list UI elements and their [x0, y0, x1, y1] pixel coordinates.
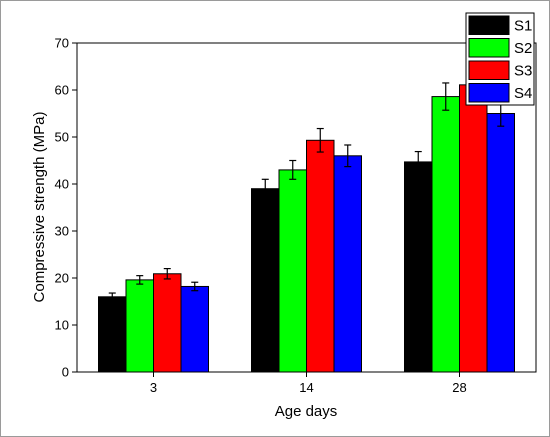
x-tick-label: 28 [452, 380, 466, 395]
error-bar-s2-3 [136, 275, 144, 285]
y-tick-label: 60 [55, 83, 69, 98]
bar-s1-28 [404, 161, 433, 373]
legend-label: S4 [514, 85, 532, 102]
y-tick-label: 30 [55, 224, 69, 239]
bar-s2-3 [125, 279, 154, 373]
legend-label: S3 [514, 63, 532, 80]
bar-s3-14 [306, 139, 335, 373]
error-bar-s4-14 [344, 144, 352, 168]
x-axis: 3 14 28 [150, 372, 467, 395]
bar-s3-28 [459, 84, 488, 373]
bar-s2-14 [278, 169, 307, 373]
legend-swatch [468, 15, 510, 35]
legend-swatch [468, 38, 510, 58]
legend-item-s2: S2 [468, 38, 532, 58]
legend: S1 S2 S3 S4 [465, 12, 535, 106]
bar-s2-28 [431, 96, 460, 373]
y-tick-label: 50 [55, 130, 69, 145]
bar-s1-14 [251, 188, 280, 373]
legend-label: S1 [514, 18, 532, 35]
y-tick-label: 20 [55, 271, 69, 286]
bar-s4-28 [486, 113, 515, 373]
y-axis-title: Compressive strength (MPa) [31, 112, 48, 303]
error-bar-s4-3 [191, 281, 199, 292]
y-tick-label: 70 [55, 36, 69, 51]
bar-s4-14 [333, 155, 362, 373]
bar-s4-3 [180, 285, 209, 373]
y-axis: 0 10 20 30 40 50 60 70 [55, 36, 77, 380]
x-tick-label: 3 [150, 380, 157, 395]
error-bar-s1-14 [261, 178, 269, 199]
y-tick-label: 0 [62, 365, 69, 380]
error-bar-s2-14 [289, 159, 297, 180]
legend-swatch [468, 60, 510, 80]
error-bar-s3-14 [316, 127, 324, 153]
error-bar-s3-3 [163, 268, 171, 280]
legend-label: S2 [514, 40, 532, 57]
x-tick-label: 14 [299, 380, 313, 395]
bar-s1-3 [98, 296, 127, 373]
bars-group [98, 84, 515, 373]
legend-swatch [468, 83, 510, 103]
error-bar-s1-28 [414, 150, 422, 173]
legend-item-s1: S1 [468, 15, 532, 35]
error-bar-s1-3 [108, 292, 116, 302]
legend-item-s4: S4 [468, 83, 532, 103]
error-bar-s2-28 [442, 82, 450, 111]
y-tick-label: 40 [55, 177, 69, 192]
y-tick-label: 10 [55, 318, 69, 333]
x-axis-title: Age days [275, 403, 338, 420]
legend-item-s3: S3 [468, 60, 532, 80]
bar-s3-3 [153, 273, 182, 373]
